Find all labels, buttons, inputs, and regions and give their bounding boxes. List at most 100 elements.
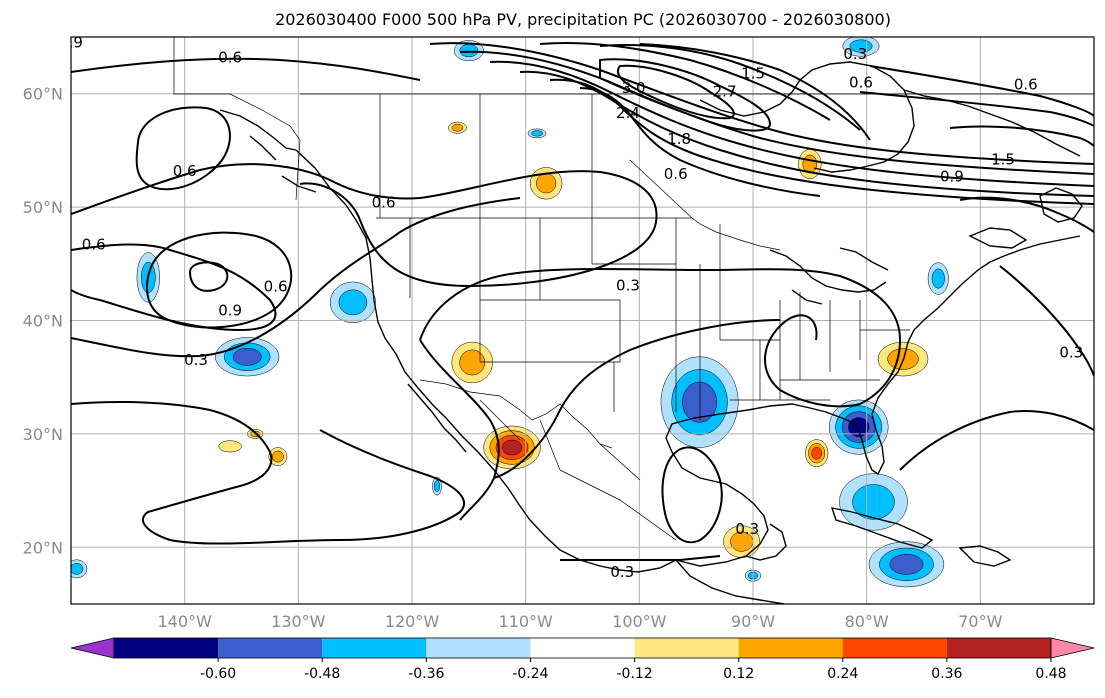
colorbar bbox=[70, 637, 1095, 662]
colorbar-segment bbox=[426, 638, 531, 658]
coastline-florida bbox=[855, 235, 1081, 476]
colorbar-tick-label: -0.36 bbox=[408, 666, 444, 682]
contour-label: 0.6 bbox=[218, 48, 242, 66]
precip-blob bbox=[451, 123, 464, 132]
colorbar-tick-label: 0.12 bbox=[723, 666, 754, 682]
coastline-newfoundland bbox=[1039, 187, 1083, 223]
colorbar-tick-label: -0.24 bbox=[512, 666, 548, 682]
precip-blob bbox=[71, 563, 84, 575]
colorbar-segment bbox=[842, 638, 947, 658]
coastline-great-lakes bbox=[769, 247, 889, 305]
contour-label: 3.0 bbox=[622, 79, 646, 97]
colorbar-frame bbox=[113, 637, 1052, 659]
precip-blob bbox=[232, 347, 262, 366]
coastline-central-america bbox=[675, 559, 785, 604]
pv-contour-jet-3 bbox=[489, 60, 1094, 187]
pv-contour-0.3-conus bbox=[419, 268, 902, 408]
coastline-baja bbox=[407, 383, 467, 453]
lon-tick-label: 130°W bbox=[271, 612, 326, 631]
pv-contour-0.9-pacific-ring bbox=[146, 231, 293, 329]
pv-contour-0.3-gulf bbox=[661, 446, 723, 544]
contour-label: 0.6 bbox=[1014, 76, 1038, 94]
contour-label: 0.6 bbox=[82, 236, 106, 254]
precip-blob bbox=[889, 553, 924, 575]
pv-contour-0.6-pacific bbox=[71, 243, 277, 332]
latitude-labels: 60°N 50°N 40°N 30°N 20°N bbox=[23, 85, 63, 558]
pv-contour-0.6-west-ridge bbox=[71, 163, 658, 288]
pv-contour-0.6-north bbox=[71, 57, 421, 81]
pv-contour-northeast-2 bbox=[859, 91, 1094, 127]
map-title: 2026030400 F000 500 hPa PV, precipitatio… bbox=[275, 10, 891, 29]
colorbar-extend-high bbox=[1050, 637, 1095, 659]
pv-contour-0.3-east bbox=[899, 265, 1094, 471]
coastline-labrador bbox=[903, 89, 1081, 157]
lat-tick-label: 40°N bbox=[23, 312, 63, 331]
contour-label: 0.3 bbox=[843, 45, 867, 63]
pv-contour-jet-core bbox=[599, 58, 772, 132]
map-area: 0.6 0.9 0.6 0.6 0.6 0.6 0.9 0.3 0.3 0.6 1.8 2.4 3.0 2… bbox=[71, 37, 1094, 604]
contour-label: 0.6 bbox=[173, 162, 197, 180]
colorbar-tick-label: 0.48 bbox=[1035, 666, 1066, 682]
pv-contour-northeast-3 bbox=[949, 125, 1094, 147]
colorbar-tick-label: -0.48 bbox=[304, 666, 340, 682]
contour-label: 1.5 bbox=[991, 150, 1015, 168]
coastline-gulf bbox=[665, 403, 857, 567]
contour-label: 0.6 bbox=[664, 165, 688, 183]
contour-label: 0.6 bbox=[264, 277, 288, 295]
lon-tick-label: 120°W bbox=[385, 612, 440, 631]
lat-tick-label: 30°N bbox=[23, 425, 63, 444]
lon-tick-label: 110°W bbox=[498, 612, 553, 631]
colorbar-labels: -0.60 -0.48 -0.36 -0.24 -0.12 0.12 0.24 0.36 0.4… bbox=[200, 666, 1067, 682]
coastline-hispaniola bbox=[958, 545, 1012, 567]
contour-label: 0.3 bbox=[610, 563, 634, 581]
contour-label: 1.8 bbox=[667, 130, 691, 148]
pv-contour-0.3-pacific bbox=[71, 197, 521, 358]
pv-contour-0.3-main bbox=[71, 401, 466, 545]
precip-blob bbox=[459, 349, 486, 376]
contour-label: 0.6 bbox=[372, 194, 396, 212]
pv-contour-0.3-atlantic bbox=[959, 196, 1094, 233]
contour-label: 2.4 bbox=[616, 104, 640, 122]
lat-tick-label: 60°N bbox=[23, 85, 63, 104]
pv-contour-0.6-pacific-ring bbox=[135, 106, 231, 191]
precip-blob bbox=[531, 130, 543, 137]
colorbar-tick-label: 0.24 bbox=[827, 666, 858, 682]
precip-blob bbox=[536, 173, 557, 194]
lat-tick-label: 20°N bbox=[23, 538, 63, 557]
pv-contour-jet-upper-1 bbox=[539, 41, 831, 121]
coastline-yucatan bbox=[745, 523, 787, 561]
colorbar-segment bbox=[218, 638, 323, 658]
contour-label: 0.3 bbox=[1059, 343, 1083, 361]
contour-label: 0.9 bbox=[940, 167, 964, 185]
pv-contour-jet-core-inner bbox=[617, 64, 735, 120]
colorbar-segment bbox=[530, 638, 635, 658]
contour-label: 0.3 bbox=[735, 520, 759, 538]
border-us-canada bbox=[376, 217, 781, 251]
contour-labels: 0.6 0.9 0.6 0.6 0.6 0.6 0.9 0.3 0.3 0.6 1.8 2.4 3.0 2… bbox=[71, 37, 1083, 581]
contour-label: 0.9 bbox=[218, 301, 242, 319]
contour-label: 0.6 bbox=[849, 73, 873, 91]
pv-contour-jet-upper-2 bbox=[599, 43, 861, 131]
colorbar-tick-label: 0.36 bbox=[931, 666, 962, 682]
lon-tick-label: 100°W bbox=[612, 612, 667, 631]
contour-label: 1.5 bbox=[741, 64, 765, 82]
precip-blob bbox=[811, 446, 822, 460]
lat-tick-label: 50°N bbox=[23, 198, 63, 217]
pv-contour-0.3-southwest bbox=[419, 319, 781, 521]
pv-contour-0.9-closed bbox=[188, 261, 229, 292]
map-frame bbox=[70, 36, 1095, 605]
pv-contour-jet-6 bbox=[579, 87, 821, 197]
border-state-lines bbox=[409, 218, 910, 420]
pv-contour-northeast-1 bbox=[869, 65, 1094, 117]
pv-contours bbox=[71, 41, 1094, 561]
pv-contour-0.3-caribbean bbox=[560, 555, 721, 561]
precip-blob bbox=[501, 439, 523, 456]
coastline-alaska bbox=[219, 109, 317, 193]
lon-tick-label: 140°W bbox=[157, 612, 212, 631]
colorbar-segment bbox=[322, 638, 427, 658]
coastline-hudson-bay bbox=[699, 61, 915, 173]
precip-blob bbox=[218, 440, 242, 453]
political-borders bbox=[173, 37, 1094, 541]
precip-blob bbox=[682, 381, 718, 423]
